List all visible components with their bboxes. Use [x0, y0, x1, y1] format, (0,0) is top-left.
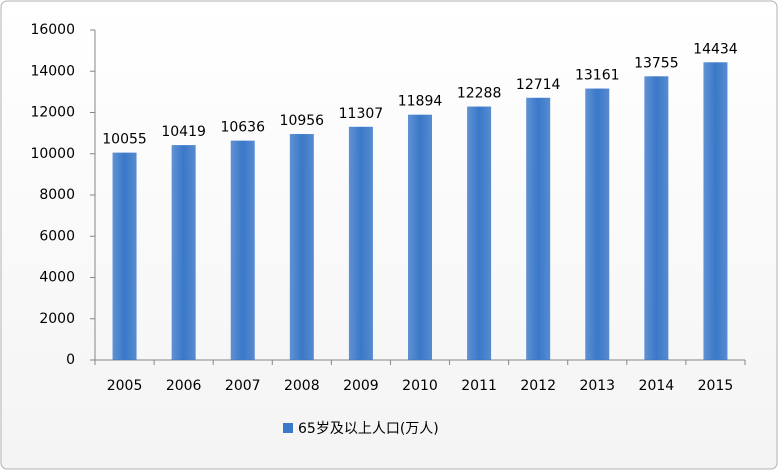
value-label: 14434 [693, 41, 738, 57]
y-tick-label: 0 [66, 352, 75, 368]
y-tick-label: 16000 [30, 22, 75, 38]
value-label: 10956 [280, 113, 325, 129]
bar [467, 106, 492, 360]
bar [171, 145, 196, 360]
x-tick-label: 2013 [579, 378, 615, 394]
bar [112, 152, 137, 360]
y-tick-label: 8000 [39, 187, 75, 203]
y-tick-label: 12000 [30, 105, 75, 121]
bar [348, 126, 373, 360]
bar [408, 114, 432, 360]
value-label: 10055 [102, 132, 147, 148]
x-tick-label: 2012 [520, 378, 556, 394]
value-label: 12714 [516, 77, 561, 93]
x-tick-label: 2005 [107, 378, 143, 394]
value-label: 11894 [398, 94, 443, 110]
x-tick-label: 2015 [698, 378, 734, 394]
y-tick-label: 2000 [39, 311, 75, 327]
bar [230, 140, 255, 360]
bar [526, 97, 551, 361]
x-tick-label: 2011 [461, 378, 497, 394]
x-tick-label: 2010 [402, 378, 438, 394]
value-label: 12288 [457, 86, 502, 102]
x-tick-label: 2007 [225, 378, 261, 394]
x-tick-label: 2008 [284, 378, 320, 394]
legend-marker [283, 423, 293, 433]
y-tick-label: 4000 [39, 270, 75, 286]
x-tick-label: 2009 [343, 378, 379, 394]
value-label: 11307 [339, 106, 384, 122]
value-label: 13161 [575, 68, 620, 84]
x-tick-label: 2006 [166, 378, 202, 394]
x-tick-label: 2014 [639, 378, 675, 394]
bar [703, 62, 728, 360]
y-tick-label: 10000 [30, 146, 75, 162]
bar [289, 134, 314, 360]
y-tick-label: 14000 [30, 63, 75, 79]
y-tick-label: 6000 [39, 228, 75, 244]
value-label: 10636 [220, 120, 265, 136]
bar [644, 76, 669, 360]
bar [585, 88, 610, 360]
value-label: 10419 [161, 124, 206, 140]
value-label: 13755 [634, 55, 679, 71]
legend-label: 65岁及以上人口(万人) [298, 421, 439, 437]
